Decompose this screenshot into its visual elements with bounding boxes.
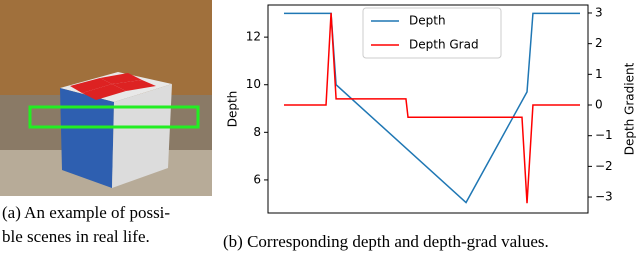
y-tick-label: 6: [253, 172, 261, 186]
y2-axis-label: Depth Gradient: [623, 62, 637, 155]
y-tick-label: 10: [246, 77, 261, 91]
y2-tick-label: 3: [595, 5, 603, 19]
y2-tick-label: 1: [595, 67, 603, 81]
y2-tick-label: −2: [595, 159, 613, 173]
caption-b: (b) Corresponding depth and depth-grad v…: [223, 232, 549, 251]
y2-tick-label: −3: [595, 190, 613, 204]
y-tick-label: 12: [246, 30, 261, 44]
legend-label: Depth Grad: [409, 38, 479, 52]
caption-line: (a) An example of possi-: [2, 203, 170, 222]
y2-tick-label: 0: [595, 98, 603, 112]
y-tick-label: 8: [253, 125, 261, 139]
series-line: [283, 12, 581, 204]
legend-label: Depth: [409, 14, 446, 28]
y-axis-label: Depth: [226, 91, 240, 128]
y2-tick-label: −1: [595, 128, 613, 142]
caption-line: ble scenes in real life.: [2, 227, 150, 246]
caption-a: (a) An example of possi- ble scenes in r…: [2, 203, 170, 246]
plot-frame: [267, 4, 589, 214]
photo: [0, 0, 212, 196]
y2-tick-label: 2: [595, 36, 603, 50]
